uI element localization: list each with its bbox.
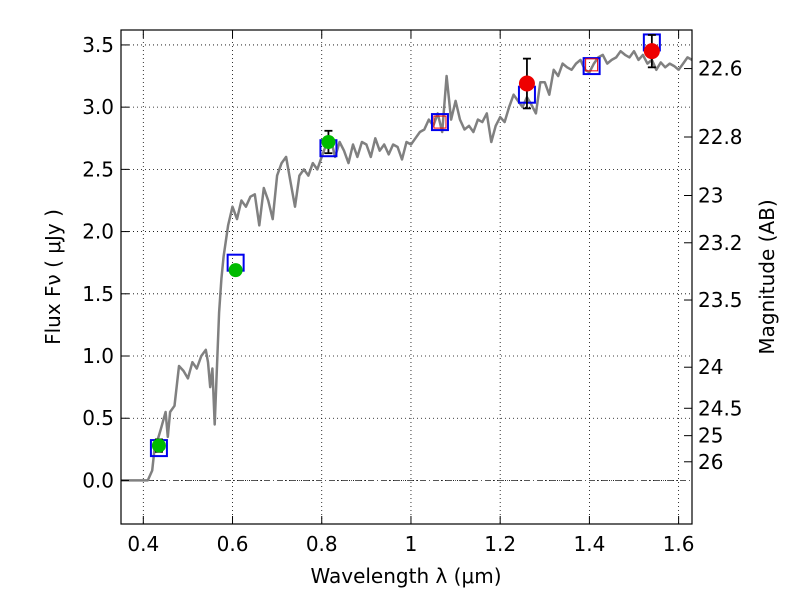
y-tick-label: 2.0: [82, 220, 114, 244]
x-tick-label: 0.4: [127, 532, 159, 556]
detection-point: [228, 263, 243, 278]
mag-tick-label: 23.2: [698, 231, 743, 255]
mag-tick-label: 25: [698, 424, 723, 448]
mag-tick-label: 24.5: [698, 396, 743, 420]
upper-open-point: [433, 115, 447, 129]
x-tick-label: 0.6: [217, 532, 249, 556]
y-tick-label: 0.0: [82, 468, 114, 492]
y-axis-left-ticks: 0.0 0.5 1.0 1.5 2.0 2.5 3.0 3.5: [82, 33, 129, 492]
plot-area: [121, 30, 692, 524]
y-axis-left-label: Flux Fν ( μJy ): [41, 209, 65, 345]
x-tick-label: 1.2: [484, 532, 516, 556]
y-tick-label: 1.0: [82, 344, 114, 368]
model-box: [582, 57, 601, 76]
y-tick-label: 1.5: [82, 282, 114, 306]
upper-open-point: [585, 58, 599, 72]
x-tick-label: 1: [405, 532, 418, 556]
mag-tick-label: 22.8: [698, 125, 743, 149]
mag-tick-label: 23.5: [698, 288, 743, 312]
mag-tick-label: 26: [698, 450, 723, 474]
detection-point: [321, 134, 336, 149]
x-tick-label: 0.8: [306, 532, 338, 556]
x-tick-label: 1.4: [573, 532, 605, 556]
mag-tick-label: 22.6: [698, 57, 743, 81]
mag-tick-label: 23: [698, 183, 723, 207]
observation-points: [151, 34, 660, 453]
x-axis-ticks: 0.4 0.6 0.8 1 1.2 1.4 1.6: [127, 30, 695, 556]
x-axis-label: Wavelength λ (μm): [310, 564, 501, 588]
plot-frame: [120, 29, 693, 525]
y-tick-label: 2.5: [82, 157, 114, 181]
y-tick-label: 0.5: [82, 406, 114, 430]
model-spectrum-line: [121, 49, 693, 482]
y-tick-label: 3.5: [82, 33, 114, 57]
detection-point: [151, 438, 166, 453]
mag-tick-label: 24: [698, 355, 723, 379]
x-tick-label: 1.6: [663, 532, 695, 556]
y-tick-label: 3.0: [82, 95, 114, 119]
y-axis-right-label: Magnitude (AB): [755, 199, 779, 354]
upper-point: [518, 75, 535, 92]
model-box: [430, 113, 449, 132]
upper-point: [643, 43, 660, 60]
